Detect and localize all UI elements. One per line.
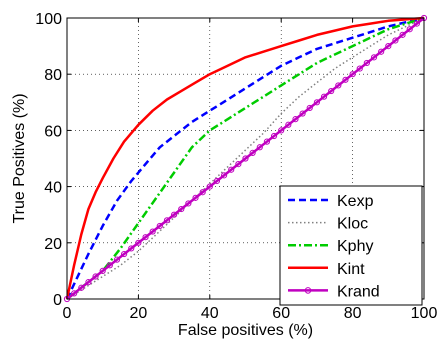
- tick-labels: 0 20 40 60 80 100 0 20 40 60 80 100: [35, 11, 437, 322]
- series-marker-krand: [356, 65, 363, 72]
- series-marker-krand: [285, 121, 292, 128]
- series-marker-krand: [142, 234, 149, 241]
- grid-lines: [67, 18, 424, 299]
- series-marker-krand: [128, 245, 135, 252]
- series-marker-krand: [306, 104, 313, 112]
- series-marker-krand: [349, 71, 356, 78]
- y-tick-label: 0: [53, 292, 62, 309]
- series-marker-krand: [313, 99, 320, 106]
- y-tick-label: 20: [44, 236, 62, 253]
- series-line-kexp: [65, 16, 425, 300]
- series-marker-krand: [135, 239, 142, 246]
- series-marker-krand: [263, 138, 271, 145]
- series-marker-krand: [292, 116, 299, 123]
- series-marker-krand: [399, 31, 406, 38]
- series-marker-krand: [335, 82, 342, 89]
- series-marker-krand: [178, 205, 185, 213]
- series-marker-krand: [220, 172, 228, 179]
- series-marker-krand: [228, 166, 235, 173]
- series-marker-krand: [213, 177, 221, 185]
- series-marker-krand: [342, 76, 349, 83]
- x-tick-label: 60: [272, 305, 290, 322]
- series-marker-krand: [156, 222, 163, 230]
- series-marker-krand: [328, 87, 335, 95]
- series-marker-krand: [270, 132, 278, 140]
- series-marker-krand: [413, 20, 420, 27]
- series-marker-krand: [235, 161, 242, 168]
- series-marker-krand: [121, 250, 128, 258]
- y-axis-label: True Positives (%): [11, 93, 28, 223]
- y-tick-label: 40: [44, 180, 62, 197]
- series-marker-krand: [92, 273, 99, 280]
- x-tick-label: 40: [201, 305, 219, 322]
- x-axis-label: False positives (%): [178, 322, 313, 339]
- series-marker-krand: [299, 110, 306, 117]
- legend-label-kexp: Kexp: [337, 193, 374, 210]
- legend-label-kloc: Kloc: [337, 216, 368, 233]
- y-tick-label: 80: [44, 67, 62, 84]
- series-marker-krand: [78, 284, 85, 291]
- x-tick-label: 100: [411, 305, 438, 322]
- series-marker-krand: [278, 127, 285, 134]
- series-marker-krand: [185, 200, 192, 207]
- series-marker-krand: [149, 228, 156, 235]
- series-line-kloc: [66, 17, 425, 300]
- series-marker-krand: [378, 48, 385, 55]
- series-marker-krand: [256, 144, 263, 151]
- series-marker-krand: [85, 279, 92, 286]
- series-marker-krand: [406, 26, 413, 33]
- series-line-kphy: [66, 16, 425, 300]
- series-marker-krand: [392, 37, 399, 44]
- series-marker-krand: [249, 149, 256, 156]
- series-marker-krand: [192, 194, 199, 201]
- legend-box: [279, 185, 423, 306]
- series-marker-krand: [320, 93, 328, 100]
- series-marker-krand: [106, 262, 113, 269]
- series-marker-krand: [370, 54, 378, 61]
- legend-marker-krand: [304, 287, 312, 294]
- legend-label-kint: Kint: [337, 261, 365, 278]
- series-line-kint: [65, 16, 425, 300]
- series-marker-krand: [99, 267, 106, 274]
- series-marker-krand: [199, 189, 206, 196]
- y-tick-label: 60: [44, 123, 62, 140]
- series-marker-krand: [171, 211, 178, 218]
- series-marker-krand: [206, 183, 213, 190]
- series-marker-krand: [163, 217, 171, 224]
- legend-label-krand: Krand: [337, 283, 380, 300]
- series-group: [63, 14, 428, 303]
- series-marker-krand: [71, 290, 78, 297]
- x-tick-label: 0: [63, 305, 72, 322]
- series-marker-krand: [363, 59, 370, 67]
- series-marker-krand: [242, 155, 249, 162]
- x-tick-label: 20: [130, 305, 148, 322]
- legend-label-kphy: Kphy: [337, 238, 373, 255]
- plot-frame: [66, 17, 425, 300]
- y-tick-label: 100: [35, 11, 62, 28]
- x-tick-label: 80: [344, 305, 362, 322]
- series-marker-krand: [113, 256, 121, 263]
- series-marker-krand: [385, 43, 392, 50]
- legend: Kexp Kloc Kphy Kint Krand: [279, 185, 423, 306]
